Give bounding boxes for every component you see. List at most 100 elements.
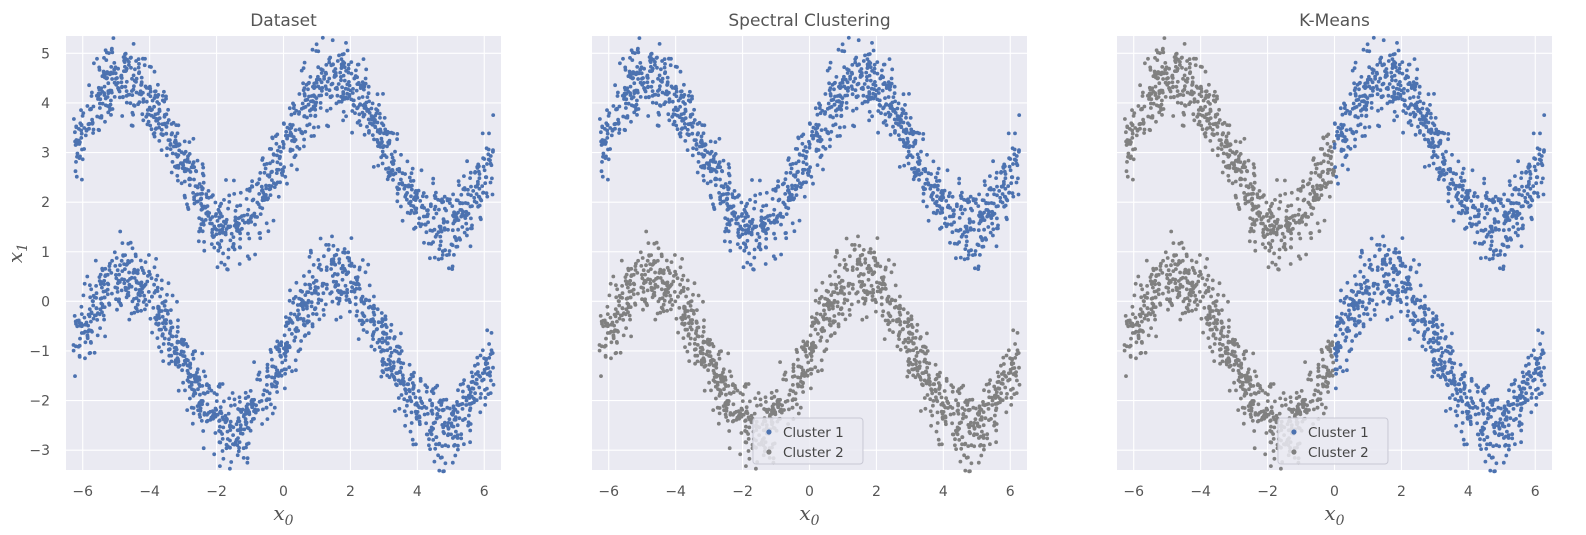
y-tick-label: −1: [29, 344, 50, 360]
data-point: [972, 227, 976, 232]
data-point: [331, 260, 336, 264]
data-point: [730, 192, 735, 197]
data-point: [403, 423, 407, 428]
data-point: [355, 120, 360, 125]
data-point: [441, 425, 446, 430]
data-point: [157, 327, 162, 332]
data-point: [387, 140, 392, 145]
data-point: [374, 111, 379, 116]
data-point: [617, 316, 622, 321]
data-point: [807, 142, 812, 147]
data-point: [833, 255, 838, 259]
data-point: [289, 163, 294, 168]
data-point: [694, 319, 699, 324]
data-point: [367, 298, 372, 303]
data-point: [157, 116, 162, 120]
data-point: [461, 418, 465, 422]
data-point: [93, 258, 98, 263]
data-point: [133, 67, 137, 72]
data-point: [725, 207, 730, 212]
data-point: [688, 304, 693, 308]
data-point: [300, 289, 304, 294]
data-point: [669, 56, 673, 61]
data-point: [468, 406, 473, 411]
data-point: [609, 340, 614, 345]
data-point: [204, 211, 209, 216]
data-point: [168, 138, 172, 143]
data-point: [355, 62, 360, 67]
data-point: [641, 81, 646, 85]
data-point: [364, 106, 369, 111]
data-point: [459, 192, 464, 197]
data-point: [142, 63, 147, 68]
data-point: [647, 55, 652, 59]
data-point: [320, 35, 325, 40]
data-point: [827, 105, 832, 110]
data-point: [144, 99, 149, 104]
data-point: [1011, 162, 1015, 166]
data-point: [276, 374, 281, 378]
data-point: [901, 120, 906, 125]
data-point: [489, 331, 494, 335]
data-point: [241, 414, 246, 419]
data-point: [128, 56, 133, 60]
data-point: [906, 369, 911, 373]
data-point: [436, 442, 441, 447]
y-tick-label: 4: [41, 96, 50, 112]
data-point: [628, 317, 632, 322]
data-point: [647, 95, 651, 99]
data-point: [148, 89, 153, 94]
data-point: [890, 106, 895, 111]
data-point: [925, 393, 930, 397]
data-point: [344, 294, 349, 298]
data-point: [197, 182, 202, 186]
data-point: [260, 422, 264, 426]
data-point: [828, 60, 833, 65]
data-point: [879, 302, 884, 307]
data-point: [428, 447, 432, 451]
data-point: [87, 307, 92, 311]
data-point: [303, 333, 308, 338]
data-point: [134, 90, 139, 95]
data-point: [801, 132, 806, 137]
data-point: [261, 407, 265, 412]
data-point: [819, 128, 824, 133]
data-point: [91, 127, 96, 132]
data-point: [389, 368, 394, 373]
data-point: [777, 197, 782, 202]
data-point: [303, 282, 308, 287]
data-point: [151, 306, 156, 310]
data-point: [886, 95, 891, 99]
data-point: [212, 414, 217, 419]
data-point: [437, 247, 442, 252]
data-point: [925, 349, 930, 353]
data-point: [453, 417, 458, 422]
data-point: [457, 236, 462, 241]
data-point: [431, 216, 436, 220]
data-point: [395, 137, 399, 142]
data-point: [167, 361, 172, 366]
data-point: [267, 174, 272, 179]
data-point: [319, 80, 324, 85]
data-point: [930, 391, 935, 396]
data-point: [822, 328, 827, 333]
data-point: [648, 262, 652, 266]
data-point: [143, 297, 148, 302]
data-point: [746, 437, 751, 441]
data-point: [166, 341, 171, 346]
data-point: [78, 336, 82, 341]
data-point: [988, 214, 993, 218]
data-point: [212, 245, 217, 250]
data-point: [650, 89, 655, 93]
data-point: [758, 192, 763, 196]
data-point: [845, 298, 850, 303]
data-point: [360, 95, 365, 99]
data-point: [803, 145, 808, 149]
data-point: [213, 214, 218, 218]
data-point: [454, 198, 459, 203]
data-point: [427, 443, 431, 448]
data-point: [965, 239, 969, 244]
data-point: [198, 392, 202, 397]
data-point: [238, 400, 242, 404]
data-point: [182, 338, 187, 342]
